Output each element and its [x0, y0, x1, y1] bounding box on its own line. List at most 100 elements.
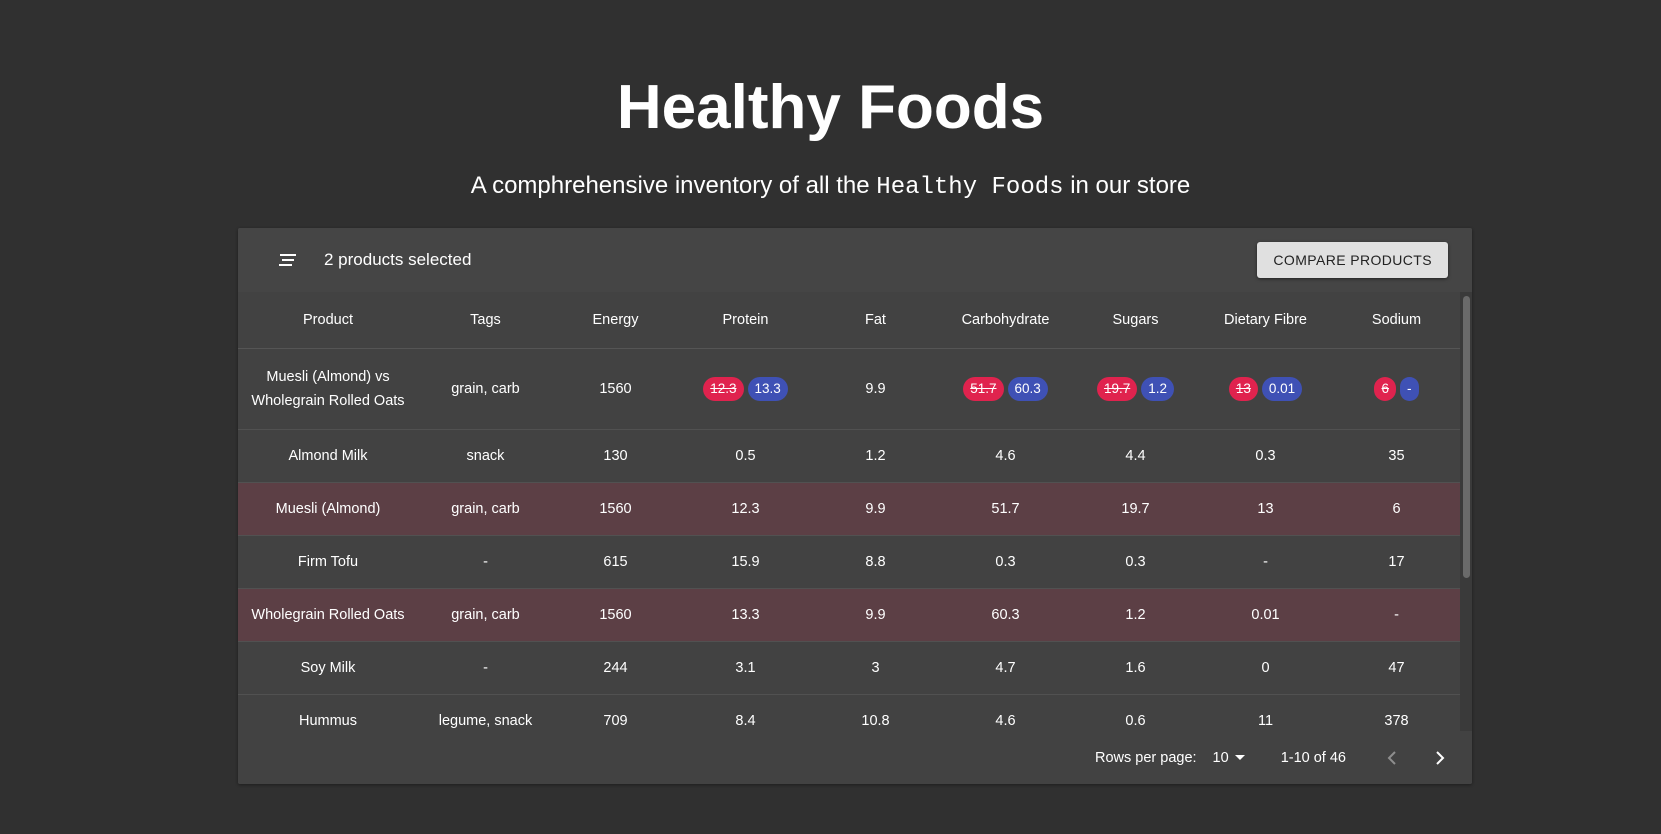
comparison-protein-cell: 12.3 13.3 — [678, 348, 813, 430]
cell-sodium: 6 — [1333, 482, 1460, 536]
cell-protein: 12.3 — [678, 482, 813, 536]
table-row[interactable]: Muesli (Almond) grain, carb 1560 12.3 9.9 51.… — [238, 482, 1460, 536]
comparison-energy-cell: 1560 — [553, 348, 678, 430]
scrollbar-thumb[interactable] — [1463, 296, 1470, 578]
cell-energy: 244 — [553, 641, 678, 695]
table-scrollbar[interactable] — [1460, 292, 1472, 731]
column-header-fat[interactable]: Fat — [813, 292, 938, 349]
table-row[interactable]: Hummus legume, snack 709 8.4 10.8 4.6 0.6 11 378 — [238, 694, 1460, 731]
column-header-dietary-fibre[interactable]: Dietary Fibre — [1198, 292, 1333, 349]
new-value-chip: - — [1400, 377, 1419, 402]
cell-product: Almond Milk — [238, 429, 418, 483]
cell-tags: legume, snack — [418, 694, 553, 731]
cell-energy: 130 — [553, 429, 678, 483]
old-value-chip: 13 — [1228, 377, 1258, 402]
cell-tags: - — [418, 641, 553, 695]
cell-carbohydrate: 4.6 — [938, 694, 1073, 731]
cell-tags: snack — [418, 429, 553, 483]
column-header-sodium[interactable]: Sodium — [1333, 292, 1460, 349]
cell-sugars: 0.6 — [1073, 694, 1198, 731]
cell-energy: 709 — [553, 694, 678, 731]
old-value-chip: 19.7 — [1096, 377, 1138, 402]
selected-count: 2 products selected — [324, 250, 472, 269]
cell-fat: 8.8 — [813, 535, 938, 589]
cell-carbohydrate: 0.3 — [938, 535, 1073, 589]
comparison-sugars-cell: 19.7 1.2 — [1073, 348, 1198, 430]
page-subtitle: A comphrehensive inventory of all the He… — [0, 170, 1661, 204]
subtitle-code: Healthy Foods — [876, 174, 1064, 201]
cell-dietary-fibre: 0 — [1198, 641, 1333, 695]
new-value-chip: 13.3 — [747, 377, 788, 402]
subtitle-text-before: A comphrehensive inventory of all the — [470, 172, 870, 199]
cell-sugars: 19.7 — [1073, 482, 1198, 536]
cell-tags: grain, carb — [418, 588, 553, 642]
comparison-product-line1: Muesli (Almond) vs — [266, 369, 390, 385]
cell-product: Muesli (Almond) — [238, 482, 418, 536]
cell-dietary-fibre: - — [1198, 535, 1333, 589]
dropdown-caret-icon — [1234, 755, 1245, 760]
column-header-product[interactable]: Product — [238, 292, 418, 349]
products-table: Product Tags Energy Protein Fat Carbohyd… — [238, 292, 1460, 731]
page-title: Healthy Foods — [616, 73, 1045, 142]
cell-protein: 3.1 — [678, 641, 813, 695]
table-row[interactable]: Almond Milk snack 130 0.5 1.2 4.6 4.4 0.3 35 — [238, 429, 1460, 483]
cell-energy: 615 — [553, 535, 678, 589]
table-pagination: Rows per page: 10 1-10 of 46 — [238, 731, 1472, 784]
column-header-protein[interactable]: Protein — [678, 292, 813, 349]
rows-per-page-select[interactable]: 10 — [1213, 750, 1245, 766]
compare-products-button[interactable]: COMPARE PRODUCTS — [1257, 242, 1448, 278]
comparison-fibre-cell: 13 0.01 — [1198, 348, 1333, 430]
cell-dietary-fibre: 11 — [1198, 694, 1333, 731]
cell-fat: 10.8 — [813, 694, 938, 731]
new-value-chip: 0.01 — [1261, 377, 1303, 402]
column-header-carbohydrate[interactable]: Carbohydrate — [938, 292, 1073, 349]
cell-fat: 9.9 — [813, 482, 938, 536]
cell-sodium: 35 — [1333, 429, 1460, 483]
cell-protein: 0.5 — [678, 429, 813, 483]
cell-tags: - — [418, 535, 553, 589]
cell-carbohydrate: 4.7 — [938, 641, 1073, 695]
cell-dietary-fibre: 13 — [1198, 482, 1333, 536]
column-header-sugars[interactable]: Sugars — [1073, 292, 1198, 349]
column-header-energy[interactable]: Energy — [553, 292, 678, 349]
rows-per-page-label: Rows per page: — [1094, 749, 1197, 766]
cell-energy: 1560 — [553, 588, 678, 642]
product-rows: Almond Milk snack 130 0.5 1.2 4.6 4.4 0.3 35 Mues… — [238, 429, 1460, 731]
filter-list-icon[interactable] — [274, 246, 302, 274]
cell-product: Wholegrain Rolled Oats — [238, 588, 418, 642]
chevron-left-icon[interactable] — [1374, 740, 1410, 776]
table-row[interactable]: Soy Milk -244 3.1 3 4.7 1.6 0 47 — [238, 641, 1460, 695]
table-toolbar: 2 products selected COMPARE PRODUCTS — [238, 228, 1472, 292]
cell-sodium: - — [1333, 588, 1460, 642]
cell-dietary-fibre: 0.3 — [1198, 429, 1333, 483]
cell-sugars: 4.4 — [1073, 429, 1198, 483]
cell-sugars: 1.2 — [1073, 588, 1198, 642]
new-value-chip: 60.3 — [1007, 377, 1048, 402]
cell-product: Hummus — [238, 694, 418, 731]
old-value-chip: 51.7 — [963, 377, 1004, 402]
comparison-carbohydrate-cell: 51.7 60.3 — [938, 348, 1073, 430]
cell-dietary-fibre: 0.01 — [1198, 588, 1333, 642]
comparison-row[interactable]: Muesli (Almond) vs Wholegrain Rolled Oat… — [238, 348, 1460, 430]
pagination-range: 1-10 of 46 — [1280, 749, 1346, 766]
comparison-product-cell: Muesli (Almond) vs Wholegrain Rolled Oat… — [238, 348, 418, 430]
cell-energy: 1560 — [553, 482, 678, 536]
cell-sugars: 0.3 — [1073, 535, 1198, 589]
cell-sodium: 17 — [1333, 535, 1460, 589]
chevron-right-icon[interactable] — [1422, 740, 1458, 776]
cell-fat: 3 — [813, 641, 938, 695]
table-row[interactable]: Wholegrain Rolled Oats grain, carb 1560 13.… — [238, 588, 1460, 642]
cell-fat: 9.9 — [813, 588, 938, 642]
cell-sodium: 47 — [1333, 641, 1460, 695]
cell-fat: 1.2 — [813, 429, 938, 483]
cell-sugars: 1.6 — [1073, 641, 1198, 695]
table-row[interactable]: Firm Tofu -615 15.9 8.8 0.3 0.3-17 — [238, 535, 1460, 589]
table-scroll-area[interactable]: Product Tags Energy Protein Fat Carbohyd… — [238, 292, 1460, 731]
products-table-panel: 2 products selected COMPARE PRODUCTS Pro… — [238, 228, 1472, 784]
subtitle-text-after: in our store — [1070, 172, 1191, 199]
new-value-chip: 1.2 — [1141, 377, 1175, 402]
column-header-tags[interactable]: Tags — [418, 292, 553, 349]
cell-tags: grain, carb — [418, 482, 553, 536]
cell-protein: 8.4 — [678, 694, 813, 731]
comparison-sodium-cell: 6- — [1333, 348, 1460, 430]
